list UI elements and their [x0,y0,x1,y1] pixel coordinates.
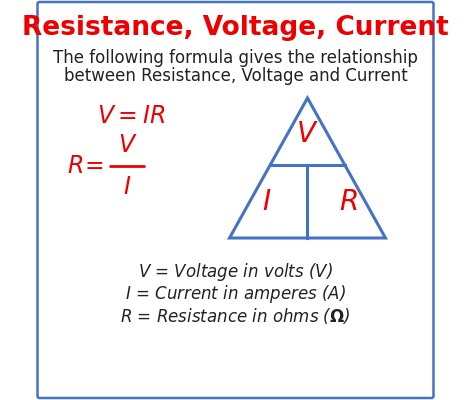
Text: $R$ = Resistance in ohms ($\mathbf{\Omega}$): $R$ = Resistance in ohms ($\mathbf{\Omeg… [120,306,351,326]
Text: $R\!=\!$: $R\!=\!$ [67,154,104,178]
Text: $V$: $V$ [296,120,319,148]
Text: $V = IR$: $V = IR$ [97,104,166,128]
Text: $V$: $V$ [118,133,137,157]
FancyBboxPatch shape [38,2,433,398]
Text: $I$: $I$ [123,175,132,199]
Text: $R$: $R$ [339,188,357,216]
Text: $I$ = Current in amperes (A): $I$ = Current in amperes (A) [125,283,346,305]
Text: between Resistance, Voltage and Current: between Resistance, Voltage and Current [64,67,407,85]
Text: $V$ = Voltage in volts (V): $V$ = Voltage in volts (V) [138,261,333,283]
Text: Resistance, Voltage, Current: Resistance, Voltage, Current [22,15,449,41]
Text: $I$: $I$ [262,188,272,216]
Text: The following formula gives the relationship: The following formula gives the relation… [53,49,418,67]
